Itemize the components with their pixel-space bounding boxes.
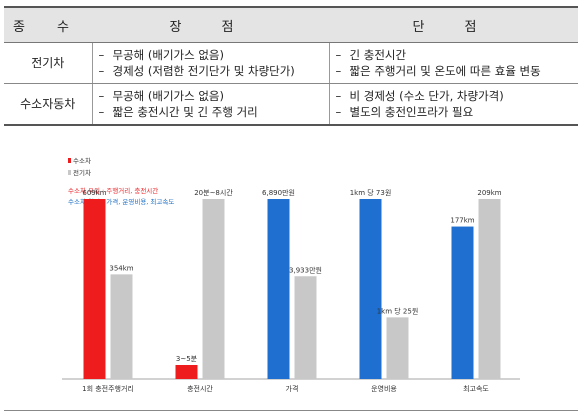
cons-cell: – 비 경제성 (수소 단가, 차량가격) – 별도의 충전인프라가 필요 — [329, 83, 578, 126]
bar-electric — [294, 276, 317, 379]
list-item-text: 별도의 충전인프라가 필요 — [349, 105, 474, 119]
dash-mark: – — [335, 105, 342, 119]
list-item-text: 비 경제성 (수소 단가, 차량가격) — [349, 89, 504, 103]
bar-hydrogen — [267, 199, 290, 379]
bar-electric — [202, 199, 225, 379]
bar-hydrogen — [359, 199, 382, 379]
bar-hydrogen — [83, 199, 106, 379]
header-pros: 장 점 — [92, 6, 329, 43]
list-item-text: 짧은 주행거리 및 온도에 따른 효율 변동 — [349, 64, 541, 78]
data-label: 354km — [109, 264, 133, 272]
list-item: – 무공해 (배기가스 없음) — [99, 88, 323, 104]
dash-mark: – — [98, 89, 105, 103]
data-label: 177km — [450, 217, 474, 225]
kind-cell: 수소자동차 — [4, 83, 93, 126]
list-item-text: 무공해 (배기가스 없음) — [112, 48, 225, 62]
kind-cell: 전기차 — [4, 42, 93, 84]
dash-mark: – — [98, 64, 105, 78]
comparison-chart: 수소차 전기차 수소차 우위 : 주행거리, 충전시간 수소차 열위 : 가격,… — [4, 148, 578, 411]
dash-mark: – — [335, 64, 342, 78]
bar-electric — [110, 274, 133, 379]
dash-mark: – — [98, 105, 105, 119]
x-tick-label: 가격 — [286, 384, 299, 393]
legend-label-hydrogen: 수소차 — [73, 156, 91, 165]
list-item: – 긴 충전시간 — [336, 47, 573, 63]
note-hydrogen-advantage: 수소차 우위 : 주행거리, 충전시간 — [68, 186, 158, 195]
data-label: 609km — [82, 189, 106, 197]
list-item: – 비 경제성 (수소 단가, 차량가격) — [336, 88, 573, 104]
bar-hydrogen — [175, 365, 198, 379]
list-item: – 짧은 주행거리 및 온도에 따른 효율 변동 — [336, 63, 573, 79]
list-item: – 무공해 (배기가스 없음) — [99, 47, 323, 63]
x-tick-label: 충전시간 — [187, 384, 213, 393]
chart-legend: 수소차 전기차 — [68, 156, 91, 177]
legend-label-electric: 전기차 — [73, 168, 91, 177]
data-label: 3,933만원 — [289, 265, 322, 274]
note-hydrogen-disadvantage: 수소차 열위 : 가격, 운영비용, 최고속도 — [68, 197, 174, 206]
bar-electric — [386, 317, 409, 379]
data-label: 1km 당 25원 — [377, 306, 419, 315]
dash-mark: – — [335, 89, 342, 103]
x-tick-label: 운영비용 — [371, 384, 397, 393]
bar-hydrogen — [451, 226, 474, 379]
list-item: – 짧은 충전시간 및 긴 주행 거리 — [99, 104, 323, 120]
comparison-table: 종 수 장 점 단 점 전기차 – 무공해 (배기가스 없음) – 경제성 (저렴한… — [4, 6, 578, 126]
data-label: 20분~8시간 — [194, 188, 233, 197]
list-item-text: 경제성 (저렴한 전기단가 및 차량단가) — [112, 64, 295, 78]
data-label: 209km — [477, 189, 501, 197]
x-tick-label: 최고속도 — [463, 384, 489, 393]
dash-mark: – — [98, 48, 105, 62]
list-item-text: 짧은 충전시간 및 긴 주행 거리 — [112, 105, 258, 119]
bar-electric — [478, 199, 501, 379]
list-item-text: 무공해 (배기가스 없음) — [112, 89, 225, 103]
data-label: 1km 당 73원 — [350, 188, 392, 197]
table-header-row: 종 수 장 점 단 점 — [4, 6, 578, 43]
legend-swatch-electric — [68, 170, 71, 175]
list-item: – 별도의 충전인프라가 필요 — [336, 104, 573, 120]
dash-mark: – — [335, 48, 342, 62]
pros-cell: – 무공해 (배기가스 없음) – 경제성 (저렴한 전기단가 및 차량단가) — [92, 42, 330, 84]
data-label: 6,890만원 — [262, 188, 295, 197]
header-cons: 단 점 — [329, 6, 578, 43]
list-item: – 경제성 (저렴한 전기단가 및 차량단가) — [99, 63, 323, 79]
list-item-text: 긴 충전시간 — [349, 48, 407, 62]
legend-swatch-hydrogen — [68, 158, 71, 163]
table-row-ev: 전기차 – 무공해 (배기가스 없음) – 경제성 (저렴한 전기단가 및 차량단가… — [4, 42, 578, 84]
data-label: 3~5분 — [176, 355, 198, 363]
pros-cell: – 무공해 (배기가스 없음) – 짧은 충전시간 및 긴 주행 거리 — [92, 83, 330, 126]
table-row-fcv: 수소자동차 – 무공해 (배기가스 없음) – 짧은 충전시간 및 긴 주행 거리 … — [4, 83, 578, 126]
chart-svg: 수소차 전기차 수소차 우위 : 주행거리, 충전시간 수소차 열위 : 가격,… — [62, 156, 520, 393]
cons-cell: – 긴 충전시간 – 짧은 주행거리 및 온도에 따른 효율 변동 — [329, 42, 578, 84]
header-kind: 종 수 — [4, 6, 92, 43]
x-tick-label: 1회 충전주행거리 — [82, 384, 134, 393]
